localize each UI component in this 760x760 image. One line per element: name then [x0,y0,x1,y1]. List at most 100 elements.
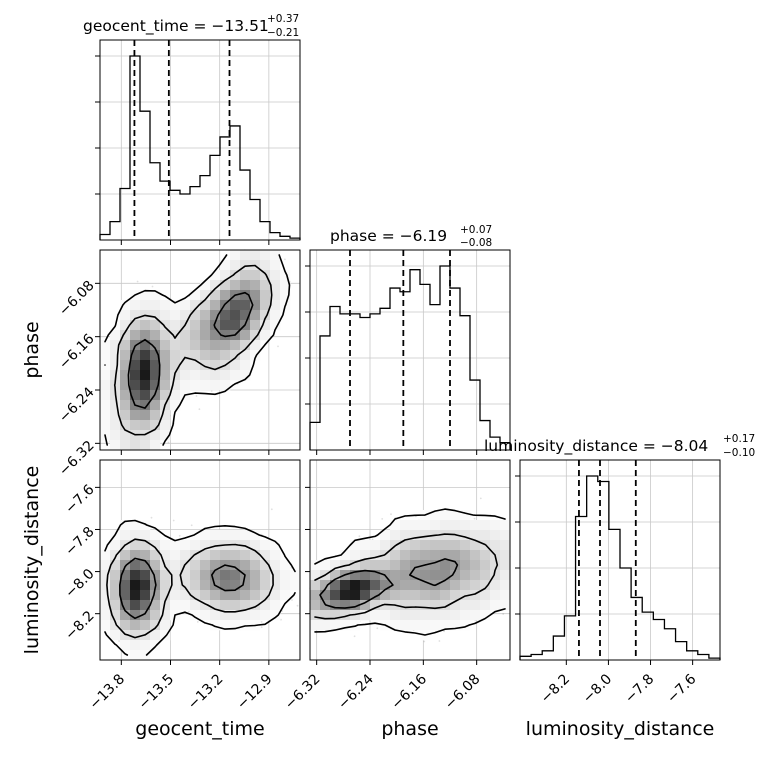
density-cell [120,410,131,421]
density-cell [240,280,251,291]
density-cell [270,270,281,281]
density-cell [100,410,111,421]
density-cell [230,280,241,291]
density-cell [110,400,121,411]
density-cell [190,360,201,371]
pair-panel-geocent-time-phase: −6.32−6.24−6.16−6.08 [56,249,301,480]
histogram-step [309,265,511,450]
density-cell [110,420,121,431]
density-cell [110,440,121,451]
density-cell [160,420,171,431]
sample-point [151,285,154,288]
density-cell [240,250,251,261]
density-cell [250,250,261,261]
density-cell [170,310,181,321]
sample-point [118,640,120,642]
x-tick-label: −7.8 [622,671,657,706]
density-cell [230,320,241,331]
density-cell [200,380,211,391]
x-tick-label: −12.9 [234,671,276,713]
density-cell [120,310,131,321]
density-cell [170,350,181,361]
density-cell [190,370,201,381]
y-tick-label: −8.0 [62,566,97,601]
density-cells [100,250,291,451]
density-cell [100,350,111,361]
density-cell [210,350,221,361]
y-tick-label: −7.6 [62,482,97,517]
sample-point [195,395,198,397]
histogram-step [99,55,301,240]
density-cell [130,420,141,431]
density-cell [130,380,141,391]
density-cell [140,330,151,341]
pair-panel-geocent-time-luminosity-distance: −13.8 −13.5 −13.2 −12.9−8.2−8.0−7.8−7.6 [62,459,301,713]
density-cell [210,370,221,381]
x-tick-label: −8.2 [538,671,573,706]
density-cell [220,290,231,301]
density-cell [100,390,111,401]
density-cell [200,370,211,381]
density-cell [200,340,211,351]
density-cell [190,340,201,351]
density-cell [260,330,271,341]
density-cell [220,320,231,331]
density-cell [220,310,231,321]
density-cell [120,350,131,361]
density-cell [140,300,151,311]
y-tick-label: −6.32 [56,438,98,480]
panel-frame [309,249,511,451]
sample-point [210,390,213,392]
density-cell [150,440,161,451]
density-cell [160,380,171,391]
x-tick-label: −13.5 [136,671,178,713]
density-cell [200,320,211,331]
density-cell [100,420,111,431]
density-cell [230,260,241,271]
density-cell [200,310,211,321]
x-tick-label: −8.0 [580,671,615,706]
sample-point [277,345,279,348]
density-cell [250,320,261,331]
density-cell [130,370,141,381]
density-cell [140,320,151,331]
sample-point [167,441,170,444]
density-cell [230,310,241,321]
density-cell [200,330,211,341]
density-cell [150,300,161,311]
density-cell [240,300,251,311]
panel-frame [99,39,301,241]
density-cell [190,310,201,321]
density-cell [130,300,141,311]
density-cell [270,310,281,321]
density-cell [230,340,241,351]
density-cell [100,370,111,381]
panel-frame [519,459,721,661]
density-cell [130,330,141,341]
density-cell [190,320,201,331]
density-cell [250,290,261,301]
density-cell [170,340,181,351]
density-cell [150,310,161,321]
y-tick-label: −6.16 [56,331,98,373]
density-cell [220,350,231,361]
density-cell [180,340,191,351]
density-cell [210,380,221,391]
density-cell [230,370,241,381]
density-cell [190,380,201,391]
density-cell [140,370,151,381]
density-cell [230,250,241,261]
density-cell [220,340,231,351]
y-tick-label: −8.2 [62,608,97,643]
density-cell [120,440,131,451]
density-cell [170,320,181,331]
density-cell [120,400,131,411]
sample-point [136,280,139,283]
density-cell [160,340,171,351]
y-tick-label: −7.8 [62,524,97,559]
density-cell [140,390,151,401]
density-cell [130,440,141,451]
density-cell [200,350,211,361]
density-cell [200,300,211,311]
x-tick-label: −13.2 [185,671,227,713]
